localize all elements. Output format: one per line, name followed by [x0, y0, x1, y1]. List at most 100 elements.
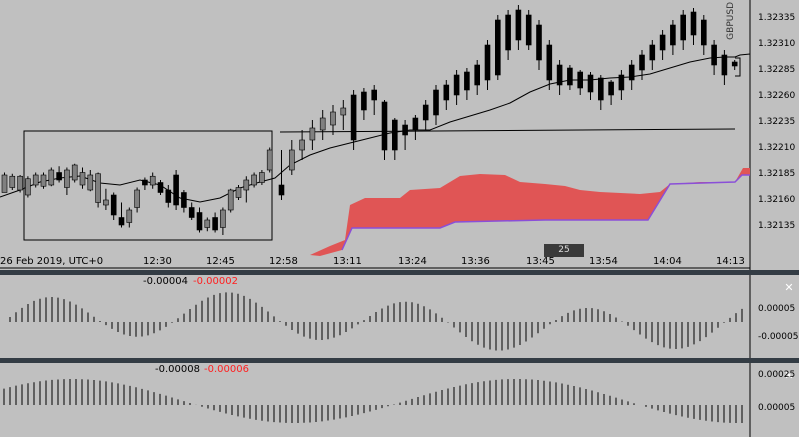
main-chart-pane[interactable]: GBPUSD 1.32335 1.32310 1.32285 1.32260 1…: [0, 0, 799, 270]
candle: [1, 172, 8, 193]
candle: [25, 176, 31, 198]
scale-label: 0.00025: [758, 370, 796, 380]
price-chart[interactable]: [0, 0, 799, 270]
candle: [618, 70, 625, 100]
candle: [235, 185, 242, 200]
candle: [309, 120, 316, 150]
candle: [71, 163, 78, 183]
time-label: 12:45: [206, 256, 235, 267]
candle: [402, 120, 408, 150]
candle: [556, 60, 563, 95]
close-icon[interactable]: ✕: [784, 369, 794, 382]
candle: [330, 105, 336, 135]
candle: [56, 166, 62, 183]
candle: [371, 85, 378, 115]
time-label: 14:04: [653, 256, 682, 267]
candle: [680, 10, 687, 50]
candle: [288, 140, 295, 175]
price-label: 1.32185: [758, 169, 796, 179]
scale-label: 0.00005: [758, 304, 796, 314]
candle: [700, 15, 707, 55]
time-label: 13:36: [461, 256, 490, 267]
candle: [608, 80, 614, 105]
candle: [350, 90, 357, 150]
candle: [188, 202, 195, 220]
price-bracket: [735, 57, 741, 77]
candle: [259, 170, 265, 185]
candle: [731, 60, 738, 70]
pane-separator[interactable]: [0, 270, 799, 275]
indicator-2-value-b: -0.00006: [204, 364, 249, 375]
indicator-2-histogram: [3, 363, 751, 437]
candle: [494, 15, 501, 80]
candle: [361, 88, 367, 120]
candle: [567, 65, 573, 90]
candle: [577, 70, 584, 95]
candle: [118, 202, 125, 228]
candle: [110, 192, 117, 220]
indicator-2-value-a: -0.00008: [155, 364, 200, 375]
candle: [546, 40, 553, 90]
cloud-lower-edge: [341, 174, 750, 251]
candle: [381, 100, 388, 160]
candle: [196, 207, 203, 233]
candle: [587, 72, 594, 100]
candle: [340, 100, 347, 130]
candle: [319, 110, 326, 140]
indicator-pane-1[interactable]: -0.00004 -0.00002 ✕ 0.00005 -0.00005: [0, 275, 799, 358]
candle: [9, 173, 16, 190]
candle: [17, 175, 23, 193]
candle: [212, 212, 218, 233]
candle: [142, 177, 148, 190]
time-label: 12:58: [269, 256, 298, 267]
scale-label: -0.00005: [758, 332, 799, 342]
candle: [266, 147, 273, 173]
close-icon[interactable]: ✕: [784, 281, 794, 294]
indicator-1-value-b: -0.00002: [193, 276, 238, 287]
price-label: 1.32135: [758, 221, 796, 231]
candle: [251, 172, 257, 188]
candle: [474, 60, 481, 95]
candle: [64, 167, 70, 195]
candle: [670, 20, 676, 55]
candle: [505, 10, 511, 60]
candle: [32, 172, 39, 188]
candles-left-group: [1, 147, 273, 235]
moving-average-line: [0, 53, 751, 203]
price-label: 1.32260: [758, 91, 796, 101]
candle: [453, 70, 460, 105]
candle: [391, 118, 398, 160]
candle: [87, 170, 94, 192]
horizontal-level-line: [279, 128, 736, 133]
indicator-1-value-a: -0.00004: [143, 276, 188, 287]
time-label: 13:11: [333, 256, 362, 267]
candle: [278, 150, 285, 200]
price-label: 1.32335: [758, 13, 796, 23]
indicator-1-histogram: [9, 275, 751, 358]
price-label: 1.32235: [758, 117, 796, 127]
time-label: 26 Feb 2019, UTC+0: [0, 256, 104, 267]
price-label: 1.32160: [758, 195, 796, 205]
candle: [433, 85, 439, 125]
candle: [659, 30, 666, 60]
candle: [443, 80, 450, 110]
candle: [628, 60, 635, 90]
candle: [515, 5, 522, 50]
price-label: 1.32310: [758, 39, 796, 49]
candle: [79, 167, 86, 189]
candle: [711, 40, 717, 75]
time-label: 12:30: [143, 256, 172, 267]
symbol-tag: GBPUSD: [726, 2, 736, 40]
candle: [95, 172, 101, 208]
price-label: 1.32210: [758, 143, 796, 153]
pane-separator[interactable]: [0, 358, 799, 363]
candle: [48, 167, 55, 187]
indicator-pane-2[interactable]: -0.00008 -0.00006 ✕ 0.00025 0.00005: [0, 363, 799, 437]
candle: [157, 180, 164, 195]
scale-label: 0.00005: [758, 403, 796, 413]
candle: [134, 187, 140, 213]
candle: [597, 75, 604, 110]
time-label: 13:54: [589, 256, 618, 267]
candle: [103, 188, 109, 210]
candle: [204, 217, 211, 232]
